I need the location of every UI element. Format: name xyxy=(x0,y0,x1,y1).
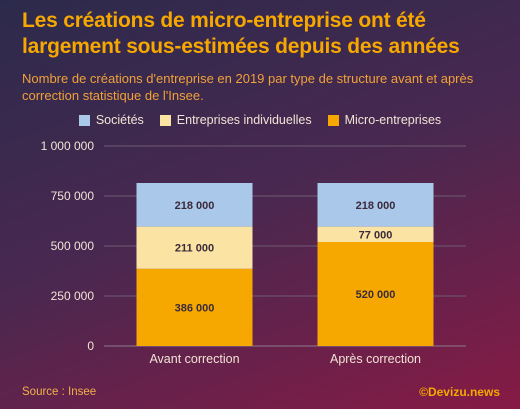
legend-swatch-entreprises-individuelles xyxy=(159,114,171,126)
y-tick-label: 500 000 xyxy=(51,239,95,253)
bar-value-label: 520 000 xyxy=(356,289,396,301)
legend-label-entreprises-individuelles: Entreprises individuelles xyxy=(176,113,312,127)
y-tick-label: 250 000 xyxy=(51,289,95,303)
bar-segment xyxy=(317,226,434,242)
legend-label-societes: Sociétés xyxy=(95,113,144,127)
y-tick-label: 750 000 xyxy=(51,189,95,203)
legend-swatch-micro-entreprises xyxy=(327,114,339,126)
bar-value-label: 386 000 xyxy=(175,302,215,314)
y-tick-label: 1 000 000 xyxy=(41,139,95,153)
y-tick-label: 0 xyxy=(87,339,94,353)
legend-item-entreprises-individuelles: Entreprises individuelles xyxy=(159,113,312,127)
source-note: Source : Insee xyxy=(22,386,97,398)
bar-value-label: 218 000 xyxy=(356,200,396,212)
legend-label-micro-entreprises: Micro-entreprises xyxy=(344,113,442,127)
legend-item-societes: Sociétés xyxy=(78,113,144,127)
legend-swatch-societes xyxy=(78,114,90,126)
legend-item-micro-entreprises: Micro-entreprises xyxy=(327,113,442,127)
bar-segment xyxy=(136,183,253,227)
bar-value-label: 218 000 xyxy=(175,200,215,212)
chart-title: Les créations de micro-entreprise ont ét… xyxy=(22,9,460,58)
chart-subtitle: Nombre de créations d'entreprise en 2019… xyxy=(22,71,474,103)
bar-segment xyxy=(136,268,253,346)
bar-value-label: 211 000 xyxy=(175,243,214,255)
bar-segment xyxy=(136,226,253,269)
legend: Sociétés Entreprises individuelles Micro… xyxy=(0,113,520,127)
bar-segment xyxy=(317,242,434,346)
brand-credit: ©Devizu.news xyxy=(419,385,500,399)
x-category-label: Avant correction xyxy=(149,352,239,366)
bar-value-label: 77 000 xyxy=(359,229,393,241)
bar-segment xyxy=(317,183,434,227)
x-category-label: Après correction xyxy=(330,352,421,366)
